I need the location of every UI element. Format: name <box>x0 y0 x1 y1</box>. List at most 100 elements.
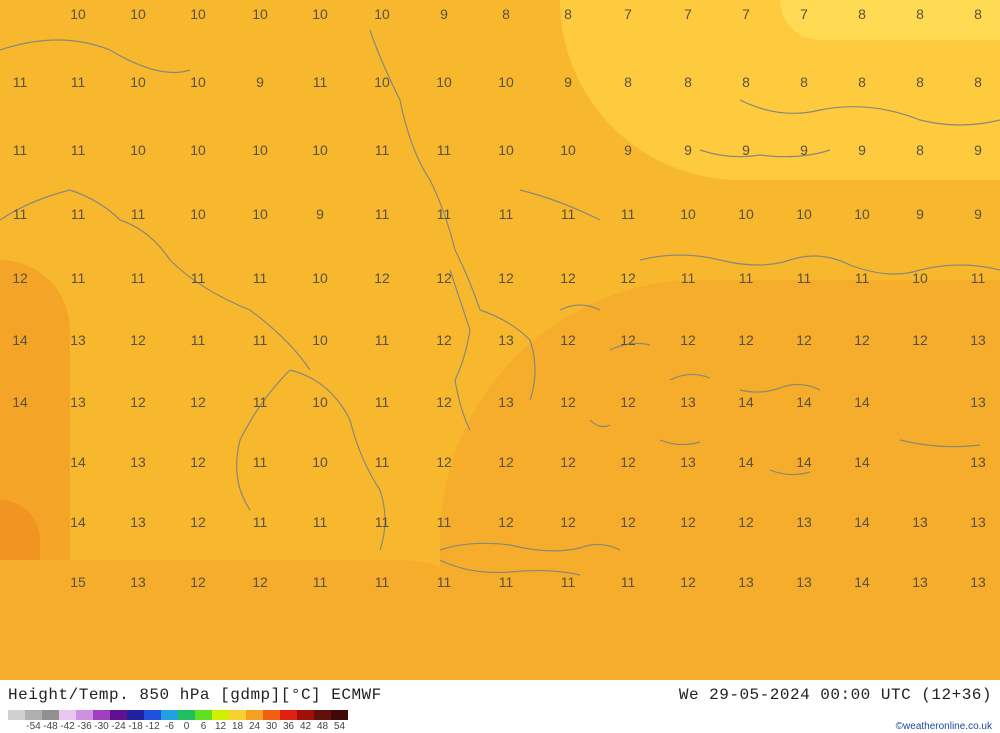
colorbar-label <box>8 721 25 732</box>
temp-value: 10 <box>252 206 268 222</box>
temp-value: 11 <box>375 206 390 222</box>
temp-value: 11 <box>71 142 86 158</box>
temp-value: 14 <box>70 514 86 530</box>
temp-value: 9 <box>316 206 324 222</box>
temp-value: 10 <box>680 206 696 222</box>
temp-value: 13 <box>498 394 514 410</box>
temp-value: 10 <box>252 6 268 22</box>
temp-value: 11 <box>437 574 452 590</box>
temp-value: 11 <box>561 206 576 222</box>
colorbar-segment <box>59 710 76 720</box>
temp-value: 12 <box>252 574 268 590</box>
temp-value: 13 <box>970 454 986 470</box>
temp-value: 9 <box>564 74 572 90</box>
colorbar-segment <box>178 710 195 720</box>
temp-value: 13 <box>130 574 146 590</box>
coastline-path <box>455 250 480 310</box>
temp-value: 11 <box>437 206 452 222</box>
colorbar-segment <box>280 710 297 720</box>
temp-value: 10 <box>130 6 146 22</box>
colorbar-strip <box>8 710 348 720</box>
temp-value: 11 <box>13 74 28 90</box>
temp-value: 12 <box>498 270 514 286</box>
colorbar-segment <box>331 710 348 720</box>
temp-value: 13 <box>970 332 986 348</box>
temp-value: 10 <box>436 74 452 90</box>
temp-value: 13 <box>70 394 86 410</box>
temp-value: 11 <box>313 74 328 90</box>
footer: Height/Temp. 850 hPa [gdmp][°C] ECMWF We… <box>0 680 1000 733</box>
temp-value: 10 <box>312 454 328 470</box>
temp-value: 10 <box>312 6 328 22</box>
temp-value: 11 <box>191 270 206 286</box>
temp-value: 10 <box>560 142 576 158</box>
temp-value: 11 <box>971 270 986 286</box>
colorbar-segment <box>127 710 144 720</box>
temp-value: 12 <box>560 514 576 530</box>
temp-value: 14 <box>12 394 28 410</box>
temp-value: 11 <box>375 394 390 410</box>
temp-value: 13 <box>970 574 986 590</box>
temp-value: 8 <box>858 74 866 90</box>
colorbar-label: 36 <box>280 721 297 732</box>
temp-value: 8 <box>684 74 692 90</box>
temp-value: 7 <box>684 6 692 22</box>
temp-value: 11 <box>499 206 514 222</box>
temp-value: 13 <box>738 574 754 590</box>
colorbar-labels: -54-48-42-36-30-24-18-12-606121824303642… <box>8 721 348 732</box>
temp-value: 9 <box>256 74 264 90</box>
temp-value: 13 <box>912 514 928 530</box>
footer-bottom-row: -54-48-42-36-30-24-18-12-606121824303642… <box>8 706 992 732</box>
temp-value: 11 <box>797 270 812 286</box>
temp-value: 13 <box>498 332 514 348</box>
colorbar-segment <box>229 710 246 720</box>
temp-value: 8 <box>624 74 632 90</box>
temp-value: 13 <box>970 514 986 530</box>
temp-value: 10 <box>912 270 928 286</box>
colorbar-label: 6 <box>195 721 212 732</box>
temp-value: 13 <box>130 514 146 530</box>
temp-value: 12 <box>560 454 576 470</box>
temp-value: 12 <box>796 332 812 348</box>
footer-title-row: Height/Temp. 850 hPa [gdmp][°C] ECMWF We… <box>8 684 992 706</box>
temp-value: 14 <box>738 394 754 410</box>
temp-value: 11 <box>375 142 390 158</box>
temp-value: 12 <box>436 454 452 470</box>
temp-value: 10 <box>312 332 328 348</box>
colorbar-label: -36 <box>76 721 93 732</box>
temp-value: 8 <box>916 142 924 158</box>
colorbar-segment <box>246 710 263 720</box>
temp-value: 12 <box>738 332 754 348</box>
colorbar-label: 18 <box>229 721 246 732</box>
coastline-path <box>237 370 290 510</box>
temp-value: 14 <box>854 574 870 590</box>
map-title: Height/Temp. 850 hPa [gdmp][°C] ECMWF <box>8 686 382 704</box>
temp-value: 14 <box>796 454 812 470</box>
temp-value: 12 <box>436 394 452 410</box>
colorbar-label: -6 <box>161 721 178 732</box>
colorbar-segment <box>314 710 331 720</box>
temp-value: 11 <box>681 270 696 286</box>
temp-value: 11 <box>437 142 452 158</box>
temp-value: 14 <box>854 454 870 470</box>
colorbar-label: 12 <box>212 721 229 732</box>
temp-value: 14 <box>12 332 28 348</box>
temp-value: 10 <box>498 142 514 158</box>
temp-value: 12 <box>190 514 206 530</box>
colorbar: -54-48-42-36-30-24-18-12-606121824303642… <box>8 710 348 732</box>
temp-value: 10 <box>312 142 328 158</box>
temp-value: 10 <box>130 74 146 90</box>
temp-value: 12 <box>12 270 28 286</box>
colorbar-label: -42 <box>59 721 76 732</box>
colorbar-segment <box>25 710 42 720</box>
temp-value: 14 <box>854 514 870 530</box>
temp-value: 13 <box>796 574 812 590</box>
temp-value: 11 <box>499 574 514 590</box>
temp-value: 10 <box>796 206 812 222</box>
colorbar-label: 30 <box>263 721 280 732</box>
colorbar-label: -24 <box>110 721 127 732</box>
colorbar-segment <box>93 710 110 720</box>
temp-value: 10 <box>190 142 206 158</box>
temp-value: 10 <box>374 74 390 90</box>
temp-value: 13 <box>70 332 86 348</box>
